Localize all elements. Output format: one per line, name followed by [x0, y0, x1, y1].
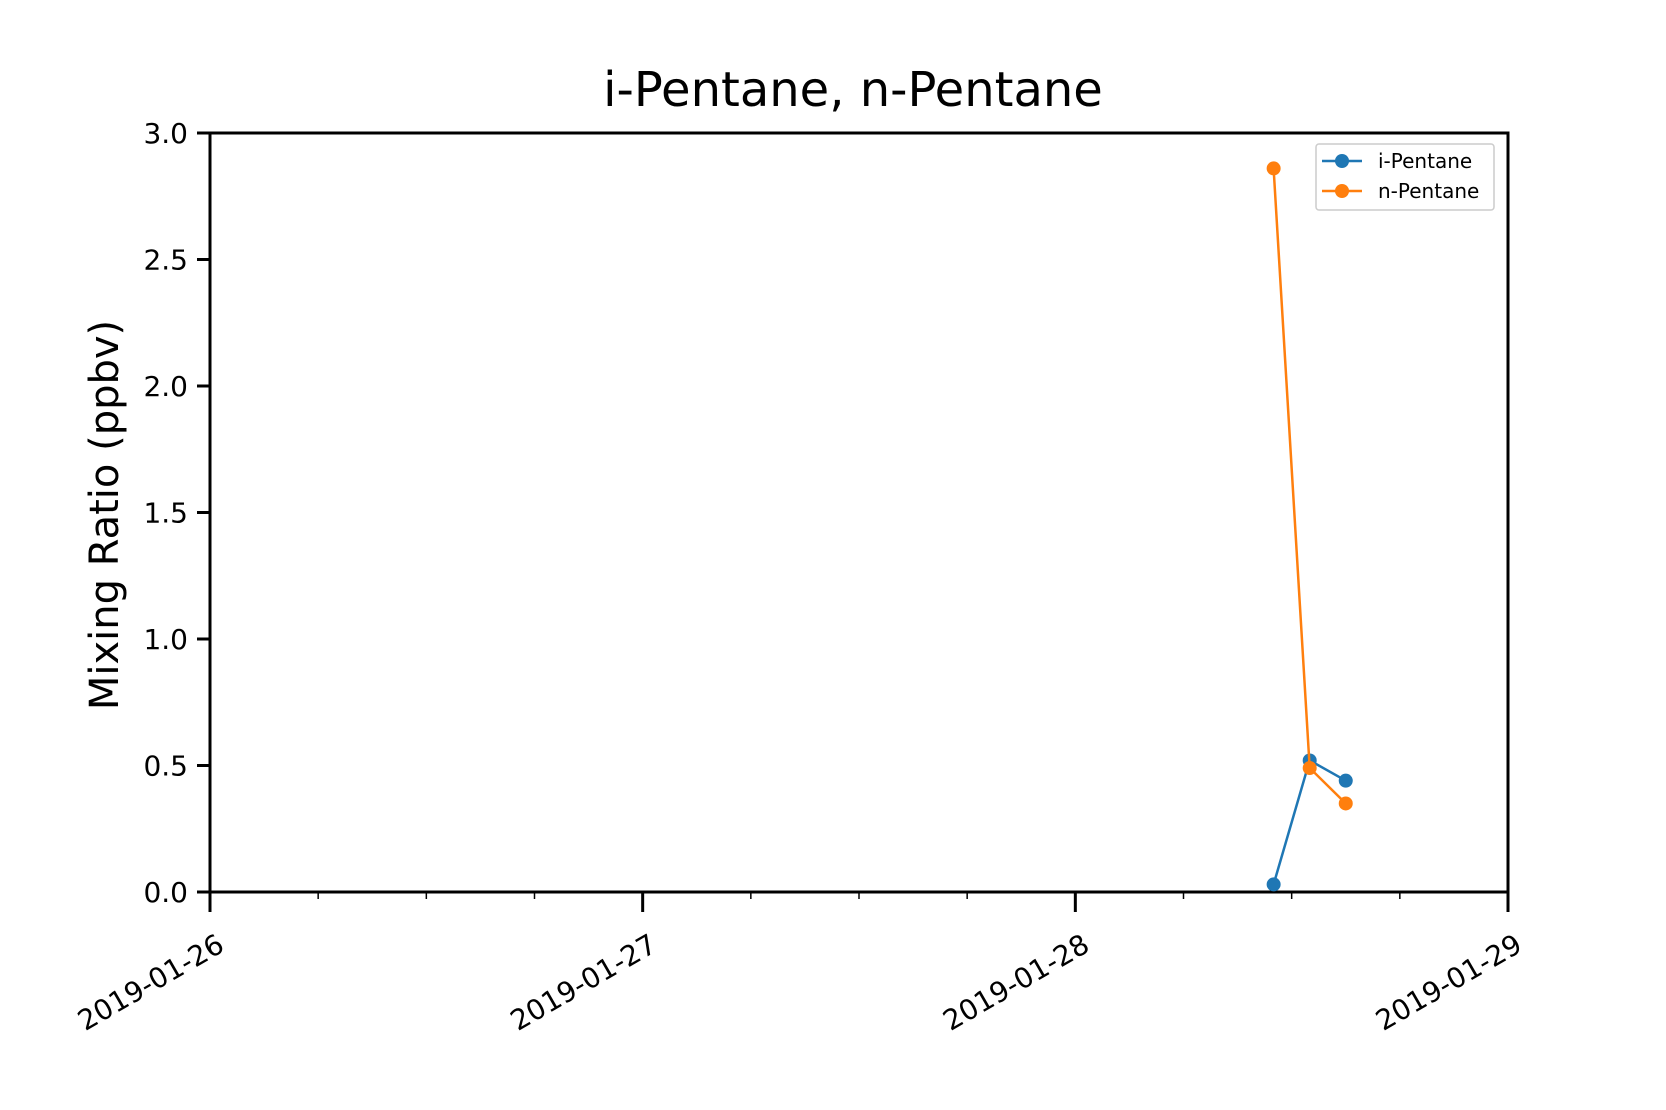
x-tick-label: 2019-01-27	[505, 927, 662, 1037]
y-tick-label: 0.5	[143, 750, 188, 783]
chart-title: i-Pentane, n-Pentane	[603, 62, 1103, 118]
x-tick-label: 2019-01-29	[1370, 927, 1527, 1037]
data-point-n-pentane	[1266, 161, 1281, 176]
y-tick-label: 3.0	[143, 117, 188, 150]
data-point-i-pentane	[1266, 877, 1281, 892]
legend-label-n-pentane: n-Pentane	[1378, 179, 1479, 203]
y-tick-label: 1.0	[143, 623, 188, 656]
legend-marker-n-pentane	[1335, 184, 1349, 198]
series-line-i-pentane	[1272, 758, 1347, 885]
x-tick-label: 2019-01-28	[937, 927, 1094, 1037]
plot-frame	[208, 131, 1510, 894]
legend-marker-i-pentane	[1335, 154, 1349, 168]
y-tick-label: 0.0	[143, 876, 188, 909]
data-point-n-pentane	[1302, 761, 1317, 776]
series-layer	[1266, 161, 1353, 892]
y-tick-label: 1.5	[143, 497, 188, 530]
legend-label-i-pentane: i-Pentane	[1378, 149, 1472, 173]
y-axis-label: Mixing Ratio (ppbv)	[82, 320, 128, 710]
x-tick-label: 2019-01-26	[72, 927, 229, 1037]
y-tick-label: 2.5	[143, 244, 188, 277]
data-point-n-pentane	[1338, 796, 1353, 811]
axes: 0.0 0.5 1.0 1.5 2.0 2.5 3.0 2019-01-26 2019-01-2…	[72, 117, 1527, 1037]
legend: i-Pentane n-Pentane	[1315, 143, 1495, 211]
y-tick-label: 2.0	[143, 370, 188, 403]
data-point-i-pentane	[1338, 773, 1353, 788]
series-line-n-pentane	[1272, 168, 1347, 805]
